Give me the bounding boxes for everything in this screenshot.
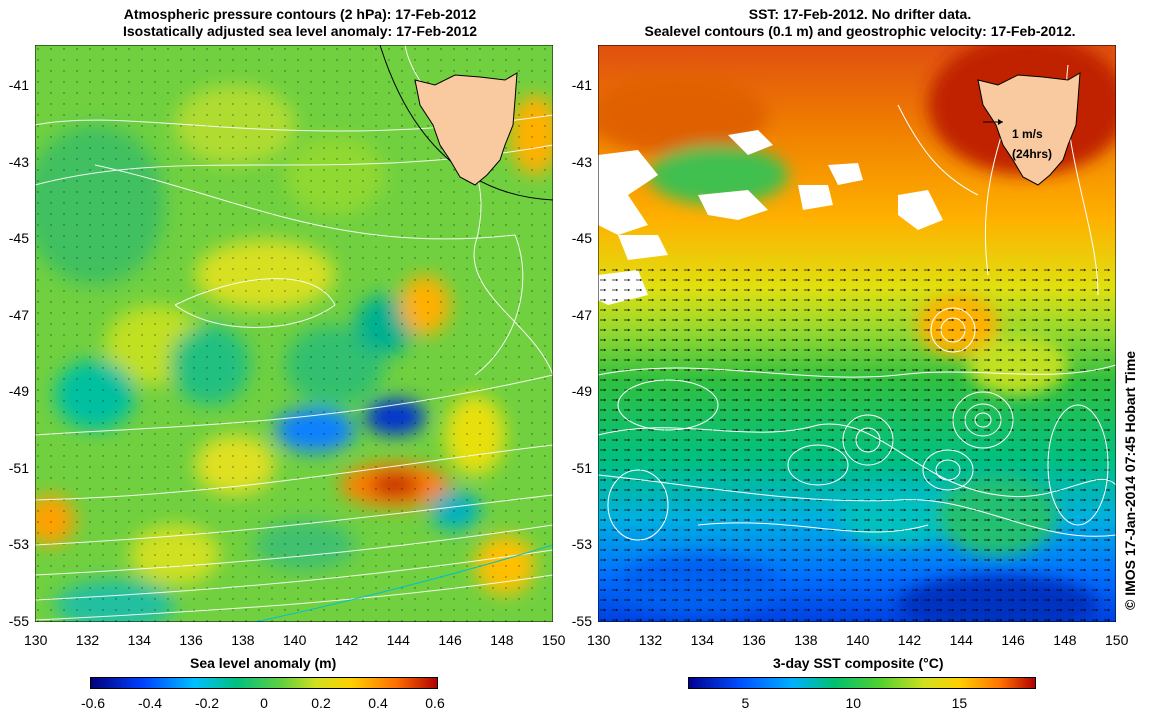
right-lat-tick: -45 (571, 230, 592, 246)
right-lat-tick: -55 (571, 612, 592, 629)
left-lat-tick: -45 (8, 230, 29, 246)
tasmania-land (414, 72, 518, 186)
tasmania-land-sst (977, 72, 1081, 186)
right-lon-tick: 136 (742, 632, 766, 648)
sla-colorbar (90, 677, 438, 689)
right-lat-tick: -51 (571, 459, 592, 476)
velocity-scale-label: 1 m/s (1012, 127, 1043, 141)
left-lat-tick: -51 (8, 459, 29, 476)
left-lon-tick: 142 (334, 632, 359, 648)
sla-colorbar-tick: -0.4 (137, 695, 163, 711)
left-lat-tick: -41 (8, 77, 29, 93)
sla-colorbar-tick: -0.6 (80, 695, 106, 711)
right-lon-tick: 148 (1053, 632, 1077, 648)
left-lat-tick: -49 (8, 383, 29, 399)
left-lon-tick: 132 (75, 632, 100, 648)
sst-colorbar-tick: 5 (741, 695, 750, 711)
sealevel-contours (598, 64, 1116, 541)
left-lon-tick: 148 (490, 632, 514, 648)
left-lon-tick: 136 (179, 632, 203, 648)
right-lat-tick: -49 (571, 383, 592, 399)
left-lat-tick: -43 (8, 153, 29, 170)
velocity-scale (983, 119, 1003, 125)
right-lon-tick: 138 (794, 632, 818, 648)
sla-colorbar-tick: 0 (260, 695, 268, 711)
missing-data-areas (598, 130, 943, 305)
right-title-line2: Sealevel contours (0.1 m) and geostrophi… (644, 23, 1076, 39)
right-lon-tick: 140 (846, 632, 870, 648)
sst-map (598, 45, 1116, 622)
right-lon-tick: 146 (1001, 632, 1025, 648)
right-lat-tick: -41 (571, 77, 592, 93)
right-lon-tick: 144 (949, 632, 973, 648)
left-title-line1: Atmospheric pressure contours (2 hPa): 1… (123, 6, 477, 22)
left-lat-tick: -47 (8, 306, 29, 323)
left-lon-tick: 138 (231, 632, 255, 648)
left-lat-tick: -55 (8, 612, 29, 629)
velocity-scale-time: (24hrs) (1012, 147, 1053, 161)
right-title: SST: 17-Feb-2012. No drifter data. Seale… (580, 6, 1140, 40)
sla-colorbar-tick: 0.2 (311, 695, 331, 711)
right-lon-tick: 142 (897, 632, 922, 648)
left-lat-tick: -53 (8, 536, 29, 552)
left-lon-tick: 144 (386, 632, 410, 648)
right-lon-tick: 132 (638, 632, 663, 648)
left-lon-tick: 140 (283, 632, 307, 648)
right-lat-tick: -47 (571, 306, 592, 323)
sst-colorbar-tick: 15 (951, 695, 968, 711)
left-title-line2: Isostatically adjusted sea level anomaly… (122, 23, 478, 39)
left-title: Atmospheric pressure contours (2 hPa): 1… (60, 6, 540, 40)
sst-colorbar-label: 3-day SST composite (°C) (773, 655, 944, 671)
left-lon-tick: 146 (438, 632, 462, 648)
credit-text: © IMOS 17-Jan-2014 07:45 Hobart Time (1122, 350, 1138, 610)
left-lon-tick: 130 (24, 632, 48, 648)
right-lat-tick: -53 (571, 536, 592, 552)
right-lon-tick: 134 (690, 632, 714, 648)
left-lon-tick: 150 (542, 632, 566, 648)
sea-level-anomaly-map (35, 45, 553, 622)
left-lon-tick: 134 (127, 632, 151, 648)
sla-colorbar-tick: 0.6 (425, 695, 445, 711)
right-lon-tick: 130 (587, 632, 611, 648)
sla-colorbar-label: Sea level anomaly (m) (190, 655, 337, 671)
sst-colorbar (688, 677, 1036, 689)
sla-colorbar-tick: -0.2 (194, 695, 220, 711)
sst-colorbar-tick: 10 (845, 695, 862, 711)
sla-colorbar-tick: 0.4 (368, 695, 388, 711)
right-lon-tick: 150 (1105, 632, 1129, 648)
right-lat-tick: -43 (571, 153, 592, 170)
right-title-line1: SST: 17-Feb-2012. No drifter data. (748, 6, 972, 22)
